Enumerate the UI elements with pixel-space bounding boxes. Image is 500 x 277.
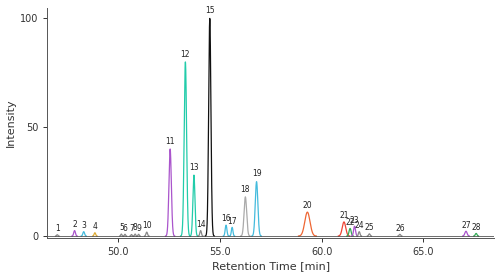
Text: 2: 2 [72, 220, 77, 229]
Text: 19: 19 [252, 170, 262, 178]
Text: 5: 5 [119, 223, 124, 232]
Text: 23: 23 [350, 216, 360, 225]
Text: 14: 14 [196, 220, 205, 229]
Text: 16: 16 [221, 214, 231, 224]
Text: 1: 1 [55, 224, 60, 233]
Text: 25: 25 [364, 223, 374, 232]
Text: 26: 26 [395, 224, 404, 233]
Text: 11: 11 [166, 137, 175, 146]
Text: 9: 9 [136, 224, 141, 233]
Text: 24: 24 [354, 221, 364, 230]
Text: 3: 3 [82, 221, 86, 230]
Text: 7: 7 [129, 224, 134, 233]
Text: 8: 8 [133, 223, 138, 232]
Text: 6: 6 [122, 224, 128, 233]
Text: 18: 18 [240, 185, 250, 194]
X-axis label: Retention Time [min]: Retention Time [min] [212, 261, 330, 271]
Y-axis label: Intensity: Intensity [6, 99, 16, 147]
Text: 20: 20 [302, 201, 312, 210]
Text: 13: 13 [189, 163, 198, 172]
Text: 17: 17 [228, 217, 237, 226]
Text: 22: 22 [346, 218, 355, 227]
Text: 28: 28 [472, 223, 481, 232]
Text: 12: 12 [180, 50, 190, 59]
Text: 10: 10 [142, 221, 152, 230]
Text: 21: 21 [339, 211, 348, 220]
Text: 4: 4 [92, 222, 98, 231]
Text: 27: 27 [461, 220, 471, 230]
Text: 15: 15 [205, 6, 214, 15]
